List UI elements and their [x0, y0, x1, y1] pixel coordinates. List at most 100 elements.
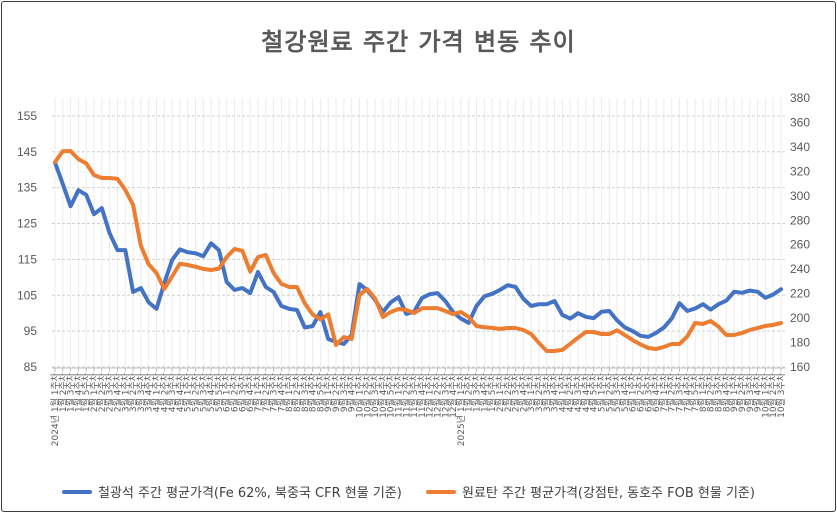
x-axis-tick-label: 9월 1주차	[322, 372, 334, 412]
right-axis-tick-label: 220	[790, 287, 810, 301]
right-axis-tick-label: 200	[790, 311, 810, 325]
x-axis-tick-label: 2월 2주차	[502, 372, 514, 412]
x-axis-tick-label: 6월 2주차	[634, 372, 646, 412]
x-axis-tick-label: 8월 4주차	[307, 372, 319, 412]
left-axis-tick-label: 115	[18, 252, 37, 266]
x-axis-tick-label: 2월 2주차	[96, 372, 108, 412]
x-axis-tick-label: 3월 1주차	[119, 372, 131, 412]
x-axis-tick-label: 3월 4주차	[143, 372, 155, 412]
x-axis-tick-label: 7월 4주차	[275, 372, 287, 412]
x-axis-tick-label: 4월 1주차	[150, 372, 162, 412]
iron-ore-series-line	[53, 160, 783, 346]
x-axis-tick-label: 2025년 1월 1주차	[455, 372, 467, 446]
x-axis-tick-label: 1월 5주차	[80, 372, 92, 412]
right-axis-tick-label: 260	[790, 238, 810, 252]
x-axis-tick-label: 2월 1주차	[494, 372, 506, 412]
x-axis-tick-label: 4월 2주차	[158, 372, 170, 412]
right-axis-tick-label: 380	[790, 91, 810, 105]
x-axis-tick-label: 9월 1주차	[728, 372, 740, 412]
x-axis-tick-label: 9월 2주차	[330, 372, 342, 412]
x-axis-tick-label: 3월 2주차	[127, 372, 139, 412]
x-axis-tick-label: 3월 2주차	[533, 372, 545, 412]
x-axis-tick-label: 7월 1주차	[252, 372, 264, 412]
legend-label: 원료탄 주간 평균가격(강점탄, 동호주 FOB 현물 기준)	[462, 486, 755, 501]
x-axis-tick-label: 7월 1주차	[658, 372, 670, 412]
right-axis-tick-label: 340	[790, 140, 810, 154]
x-axis-tick-label: 6월 2주차	[229, 372, 241, 412]
x-axis-tick-label: 8월 1주차	[697, 372, 709, 412]
legend-swatch-blue	[62, 489, 92, 494]
x-axis-tick-label: 11월 1주차	[392, 372, 404, 418]
x-axis-tick-label: 12월 3주차	[439, 372, 451, 418]
x-axis-tick-label: 6월 1주차	[221, 372, 233, 412]
x-axis-tick-label: 10월 3주차	[775, 372, 787, 418]
right-axis-tick-label: 300	[790, 189, 810, 203]
right-axis-tick-label: 320	[790, 164, 810, 178]
right-axis-tick-label: 180	[790, 336, 810, 350]
legend-swatch-orange	[426, 489, 456, 494]
x-axis-tick-label: 10월 1주차	[353, 372, 365, 418]
x-axis-tick-label: 9월 3주차	[744, 372, 756, 412]
x-axis-tick-label: 6월 3주차	[642, 372, 654, 412]
x-axis-tick-label: 7월 3주차	[268, 372, 280, 412]
x-axis-tick-label: 4월 5주차	[588, 372, 600, 412]
x-axis-tick-label: 8월 2주차	[291, 372, 303, 412]
x-axis-tick-label: 5월 1주차	[182, 372, 194, 412]
x-axis-tick-label: 3월 1주차	[525, 372, 537, 412]
left-axis-tick-label: 85	[24, 360, 38, 374]
x-axis-tick-label: 8월 5주차	[314, 372, 326, 412]
x-axis-tick-label: 5월 4주차	[619, 372, 631, 412]
x-axis-tick-label: 12월 4주차	[447, 372, 459, 418]
x-axis-tick-label: 3월 4주차	[549, 372, 561, 412]
x-axis-tick-label: 1월 2주차	[57, 372, 69, 412]
x-axis-tick-label: 2월 4주차	[517, 372, 529, 412]
coking-coal-series-line	[53, 149, 783, 353]
x-axis-tick-label: 10월 1주차	[759, 372, 771, 418]
x-axis-tick-label: 10월 2주차	[767, 372, 779, 418]
chart-title: 철강원료 주간 가격 변동 추이	[261, 28, 576, 56]
x-axis-tick-label: 7월 4주차	[681, 372, 693, 412]
x-axis-tick-label: 8월 4주차	[720, 372, 732, 412]
x-axis-tick-label: 4월 1주차	[556, 372, 568, 412]
x-axis-tick-label: 2월 1주차	[88, 372, 100, 412]
x-axis-tick-label: 1월 4주차	[478, 372, 490, 412]
x-axis-tick-label: 2월 3주차	[104, 372, 116, 412]
legend-item-iron-ore: 철광석 주간 평균가격(Fe 62%, 북중국 CFR 현물 기준)	[62, 482, 402, 501]
x-axis-tick-label: 4월 3주차	[166, 372, 178, 412]
x-axis-tick-label: 2024년 1월 1주차	[49, 372, 61, 446]
x-axis-tick-label: 11월 3주차	[408, 372, 420, 418]
left-axis-tick-label: 105	[17, 288, 37, 302]
x-axis-tick-label: 5월 5주차	[213, 372, 225, 412]
x-axis-tick-label: 9월 4주차	[346, 372, 358, 412]
legend-item-coking-coal: 원료탄 주간 평균가격(강점탄, 동호주 FOB 현물 기준)	[426, 482, 755, 501]
x-axis-tick-label: 2월 4주차	[111, 372, 123, 412]
x-axis-tick-label: 8월 2주차	[705, 372, 717, 412]
left-axis-tick-label: 125	[17, 217, 37, 231]
x-axis-tick-label: 3월 3주차	[541, 372, 553, 412]
x-axis-tick-label: 10월 2주차	[361, 372, 373, 418]
x-axis-tick-label: 12월 1주차	[424, 372, 436, 418]
right-axis-tick-label: 280	[790, 213, 810, 227]
x-axis-tick-label: 5월 3주차	[197, 372, 209, 412]
left-axis-tick-label: 145	[17, 145, 37, 159]
right-axis-tick-label: 160	[790, 360, 810, 374]
right-axis-tick-label: 240	[790, 262, 810, 276]
x-axis-tick-label: 2월 3주차	[510, 372, 522, 412]
x-axis-tick-label: 12월 2주차	[432, 372, 444, 418]
x-axis-tick-label: 9월 2주차	[736, 372, 748, 412]
x-axis-tick-label: 10월 3주차	[369, 372, 381, 418]
x-axis-tick-label: 1월 2주차	[463, 372, 475, 412]
x-axis-tick-label: 4월 4주차	[174, 372, 186, 412]
x-axis-tick-label: 1월 3주차	[471, 372, 483, 412]
x-axis-tick-label: 8월 1주차	[283, 372, 295, 412]
x-axis-tick-label: 6월 1주차	[627, 372, 639, 412]
x-axis-tick-label: 5월 4주차	[205, 372, 217, 412]
left-axis-tick-label: 135	[17, 181, 37, 195]
left-axis-tick-label: 95	[24, 324, 38, 338]
x-axis-tick-label: 5월 3주차	[611, 372, 623, 412]
x-axis-tick-label: 5월 1주차	[595, 372, 607, 412]
right-axis-tick-label: 360	[790, 115, 810, 129]
x-axis-tick-label: 4월 3주차	[572, 372, 584, 412]
